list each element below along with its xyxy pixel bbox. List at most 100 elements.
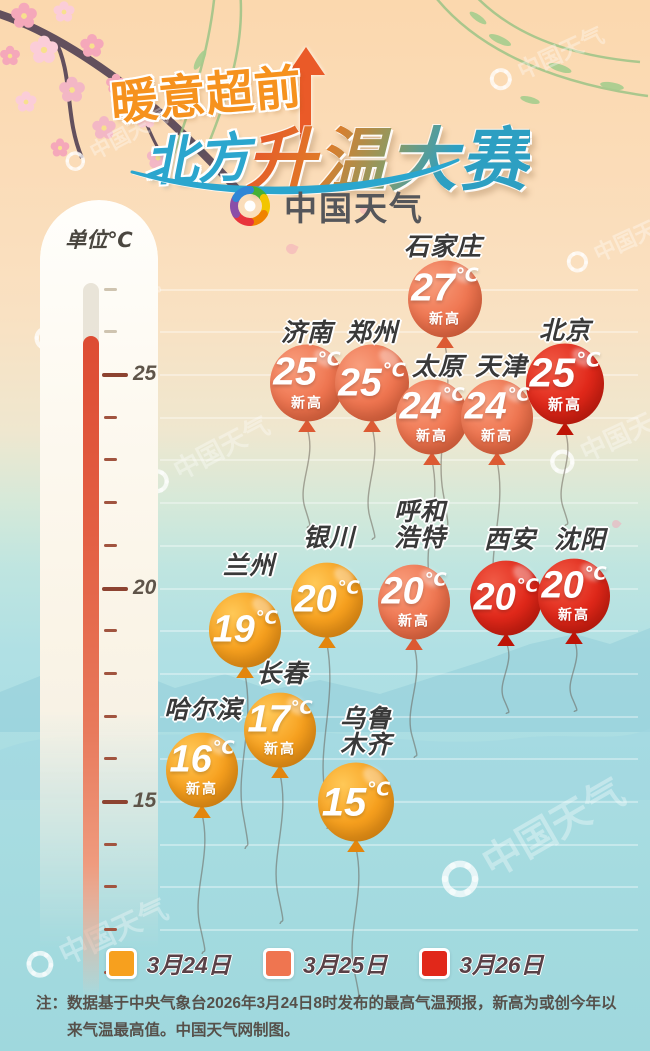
temperature-number: 25: [273, 350, 317, 394]
thermometer-tick: [104, 330, 117, 334]
tick-label: 15: [133, 789, 157, 813]
city-label-line: 郑州: [345, 318, 399, 347]
city-label-line: 呼和: [393, 497, 447, 526]
city-label-line: 太原: [411, 352, 465, 381]
balloon-string: [275, 774, 284, 924]
city-label-line: 长春: [255, 659, 309, 688]
page-title: 升温大赛: [246, 104, 530, 204]
temperature-number: 20: [541, 564, 584, 607]
celsius-symbol: ℃: [576, 349, 601, 372]
balloon-13: 15 ℃: [318, 762, 394, 842]
temperature-value: 20 ℃: [541, 564, 606, 607]
city-label: 北京: [538, 316, 592, 345]
city-label-line: 木齐: [339, 731, 393, 759]
watermark-swirl-icon: [441, 860, 479, 897]
up-arrow-icon: [287, 47, 325, 144]
record-high-badge: 新高: [429, 310, 461, 327]
balloon-string: [302, 428, 311, 528]
celsius-symbol: ℃: [382, 360, 406, 382]
balloon-string: [367, 428, 376, 540]
thermometer-tick: [104, 543, 117, 547]
footnote-prefix: 注：: [36, 995, 68, 1012]
petal: [610, 518, 622, 530]
city-label: 济南: [280, 318, 334, 347]
gridline: [160, 544, 638, 547]
city-label-line: 兰州: [222, 551, 276, 580]
temperature-value: 20 ℃: [381, 569, 447, 610]
tick-label: 25: [133, 362, 157, 386]
city-label: 银川: [302, 523, 356, 552]
legend-item: 3月26日: [419, 946, 544, 980]
balloon-content: 20 ℃ 新高: [538, 559, 610, 634]
balloon-4: 24 ℃ 新高: [396, 379, 468, 455]
temperature-number: 25: [529, 349, 576, 396]
celsius-symbol: ℃: [290, 697, 313, 718]
balloon-string: [560, 431, 569, 526]
balloon-content: 19 ℃: [209, 593, 281, 668]
gridline: [160, 715, 638, 718]
balloon-7: 20 ℃: [291, 562, 363, 638]
temperature-value: 24 ℃: [399, 385, 464, 428]
thermometer-tick: [102, 800, 128, 804]
balloon-5: 24 ℃ 新高: [461, 379, 533, 455]
legend-label: 3月26日: [459, 952, 544, 978]
legend-swatch: [262, 947, 294, 979]
city-label-line: 北京: [538, 316, 592, 345]
city-label-line: 石家庄: [403, 232, 483, 261]
gridline: [160, 502, 638, 505]
city-label-line: 乌鲁: [339, 704, 393, 733]
balloon-2: 25 ℃: [335, 344, 409, 422]
temperature-value: 25 ℃: [338, 360, 406, 405]
thermometer-tick: [104, 842, 117, 846]
thermometer-tick: [102, 373, 128, 377]
cherry-blossom-branch: [0, 1, 240, 192]
balloon-3: 25 ℃ 新高: [526, 343, 604, 425]
thermometer-tick: [102, 586, 128, 591]
record-high-badge: 新高: [547, 396, 582, 414]
city-label: 太原: [411, 352, 465, 381]
celsius-symbol: ℃: [317, 349, 341, 371]
temperature-value: 25 ℃: [273, 349, 341, 394]
balloon-12: 16 ℃ 新高: [166, 732, 238, 808]
balloon-content: 24 ℃ 新高: [396, 380, 468, 455]
legend: 3月24日 3月25日 3月26日: [0, 946, 650, 980]
footnote-text: 数据基于中央气象台2026年3月24日8时发布的最高气温预报，新高为或创今年以来…: [67, 995, 617, 1039]
watermark-swirl-icon: [566, 251, 588, 273]
balloon-9: 20 ℃: [470, 560, 542, 636]
brand-lockup: 中国天气: [0, 182, 650, 230]
balloon-content: 25 ℃ 新高: [526, 343, 604, 424]
balloon-string: [351, 848, 360, 1000]
legend-item: 3月25日: [262, 946, 387, 980]
temperature-number: 24: [464, 385, 507, 428]
celsius-symbol: ℃: [516, 575, 539, 596]
balloon-content: 24 ℃ 新高: [461, 380, 533, 455]
legend-swatch: [419, 947, 451, 979]
temperature-number: 24: [399, 385, 442, 428]
city-label-line: 济南: [280, 318, 334, 347]
city-label: 乌鲁 木齐: [339, 704, 393, 759]
temperature-value: 27 ℃: [411, 267, 478, 308]
thermometer-tick: [104, 458, 117, 462]
petal: [284, 242, 299, 256]
record-high-badge: 新高: [398, 612, 430, 629]
record-high-badge: 新高: [291, 394, 323, 411]
thermometer-tick: [104, 671, 117, 675]
celsius-symbol: ℃: [424, 569, 447, 590]
gridline: [160, 843, 638, 846]
balloon-content: 20 ℃: [291, 563, 363, 638]
city-label: 石家庄: [403, 232, 483, 261]
thermometer-tick: [104, 885, 117, 889]
gridline: [160, 801, 638, 803]
gridline: [160, 672, 638, 675]
brand-name: 中国天气: [284, 190, 424, 227]
city-label-line: 银川: [302, 523, 356, 552]
balloon-string: [501, 642, 510, 714]
gridline: [160, 758, 638, 761]
temperature-number: 25: [338, 361, 382, 405]
city-label: 呼和 浩特: [393, 497, 447, 551]
city-label: 郑州: [345, 318, 399, 347]
celsius-symbol: ℃: [337, 577, 360, 598]
gridline: [160, 929, 638, 932]
city-label: 哈尔滨: [164, 697, 242, 724]
balloon-content: 15 ℃: [318, 762, 394, 841]
